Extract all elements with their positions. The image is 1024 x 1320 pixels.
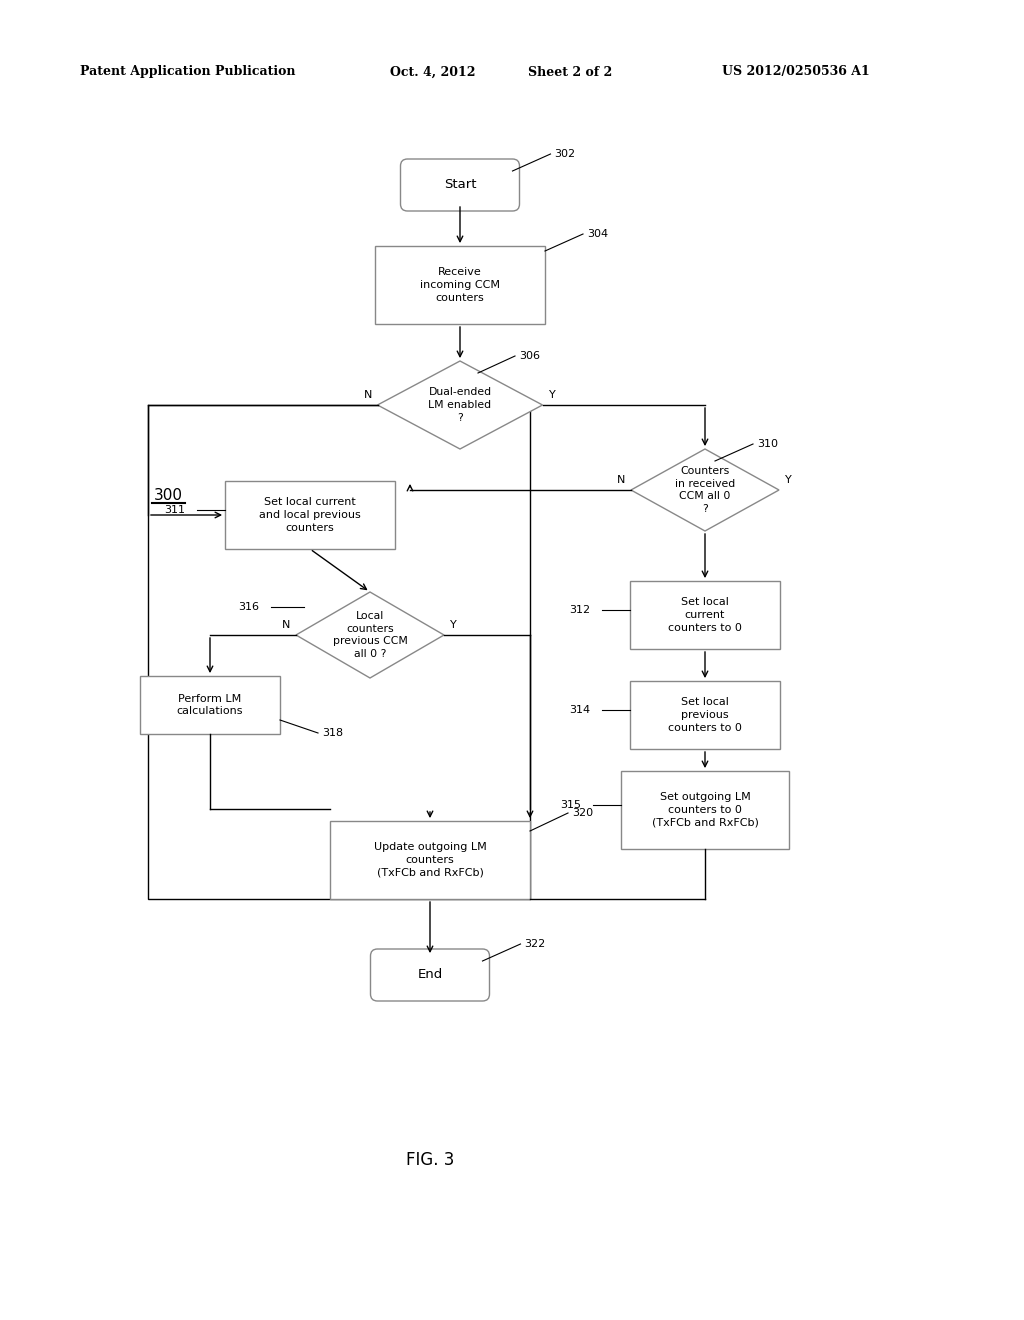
Text: FIG. 3: FIG. 3: [406, 1151, 455, 1170]
FancyBboxPatch shape: [371, 949, 489, 1001]
Text: Y: Y: [549, 389, 555, 400]
Text: Oct. 4, 2012: Oct. 4, 2012: [390, 66, 475, 78]
Text: Update outgoing LM
counters
(TxFCb and RxFCb): Update outgoing LM counters (TxFCb and R…: [374, 842, 486, 878]
Bar: [148, 405, 530, 899]
Text: Set local current
and local previous
counters: Set local current and local previous cou…: [259, 498, 360, 533]
Text: Set local
current
counters to 0: Set local current counters to 0: [668, 597, 742, 632]
Text: 310: 310: [757, 440, 778, 449]
Text: 300: 300: [154, 487, 182, 503]
Bar: [140, 676, 280, 734]
Text: 320: 320: [572, 808, 593, 818]
Text: 314: 314: [569, 705, 590, 715]
Text: 312: 312: [569, 605, 590, 615]
Bar: [630, 581, 780, 649]
Text: 322: 322: [524, 939, 546, 949]
Bar: [621, 771, 790, 849]
Bar: [375, 246, 545, 323]
Text: Local
counters
previous CCM
all 0 ?: Local counters previous CCM all 0 ?: [333, 611, 408, 659]
Text: Start: Start: [443, 178, 476, 191]
Text: 318: 318: [322, 729, 343, 738]
Polygon shape: [631, 449, 779, 531]
Text: End: End: [418, 969, 442, 982]
Bar: [330, 821, 530, 899]
Text: 315: 315: [560, 800, 581, 810]
Text: 302: 302: [555, 149, 575, 158]
Polygon shape: [296, 591, 444, 678]
Text: N: N: [617, 475, 626, 484]
Text: Y: Y: [450, 620, 457, 630]
Polygon shape: [378, 360, 543, 449]
Text: 306: 306: [519, 351, 540, 360]
Text: Receive
incoming CCM
counters: Receive incoming CCM counters: [420, 267, 500, 302]
Text: US 2012/0250536 A1: US 2012/0250536 A1: [722, 66, 869, 78]
Text: Dual-ended
LM enabled
?: Dual-ended LM enabled ?: [428, 387, 492, 422]
Text: 311: 311: [164, 506, 185, 515]
Text: Y: Y: [785, 475, 792, 484]
Text: 316: 316: [238, 602, 259, 612]
Text: 304: 304: [587, 228, 608, 239]
Bar: [630, 681, 780, 748]
FancyBboxPatch shape: [400, 158, 519, 211]
Text: Counters
in received
CCM all 0
?: Counters in received CCM all 0 ?: [675, 466, 735, 515]
Text: Sheet 2 of 2: Sheet 2 of 2: [528, 66, 612, 78]
Text: Set local
previous
counters to 0: Set local previous counters to 0: [668, 697, 742, 733]
Text: Set outgoing LM
counters to 0
(TxFCb and RxFCb): Set outgoing LM counters to 0 (TxFCb and…: [651, 792, 759, 828]
Bar: [225, 480, 395, 549]
Text: N: N: [282, 620, 291, 630]
Text: Perform LM
calculations: Perform LM calculations: [177, 693, 244, 717]
Text: Patent Application Publication: Patent Application Publication: [80, 66, 296, 78]
Text: N: N: [364, 389, 372, 400]
